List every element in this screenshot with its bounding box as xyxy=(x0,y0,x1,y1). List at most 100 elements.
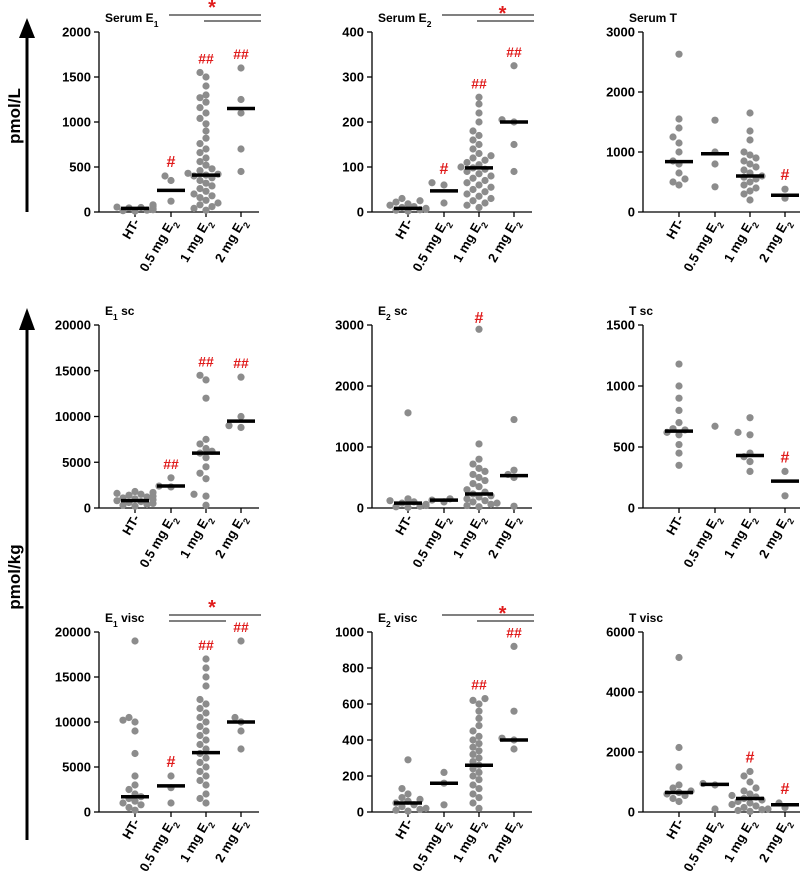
data-point xyxy=(740,772,748,780)
significance-marker: ## xyxy=(163,456,179,472)
data-point xyxy=(386,497,394,505)
data-point xyxy=(734,806,742,815)
y-tick-label: 100 xyxy=(342,160,364,175)
data-point xyxy=(386,201,394,209)
data-point xyxy=(475,714,483,723)
data-point xyxy=(131,772,139,780)
bracket-label: * xyxy=(208,597,216,619)
data-point xyxy=(469,799,477,807)
data-point xyxy=(125,785,133,794)
data-point xyxy=(469,781,477,789)
x-tick-label: 2 mg E2 xyxy=(212,216,252,267)
data-point xyxy=(404,790,412,798)
data-point xyxy=(463,179,471,187)
data-point xyxy=(463,190,471,198)
data-point xyxy=(237,373,245,381)
data-point xyxy=(481,497,489,505)
data-point xyxy=(669,794,677,803)
data-point xyxy=(196,167,204,175)
data-point xyxy=(510,167,518,176)
data-point xyxy=(675,394,683,402)
data-point xyxy=(740,166,748,174)
data-point xyxy=(475,464,483,472)
data-point xyxy=(764,805,772,813)
data-point xyxy=(237,745,245,753)
data-point xyxy=(781,492,789,500)
data-point xyxy=(487,172,495,180)
data-point xyxy=(196,758,204,767)
y-tick-label: 500 xyxy=(69,160,91,175)
bracket-label: * xyxy=(499,603,507,625)
data-point xyxy=(675,148,683,156)
data-point xyxy=(143,500,151,508)
x-tick-label-subscript: 2 xyxy=(785,821,796,830)
x-tick-label: 0.5 mg E2 xyxy=(680,216,726,276)
x-tick-label-subscript: 2 xyxy=(785,517,796,526)
data-point xyxy=(167,474,175,482)
x-tick-label: 0.5 mg E2 xyxy=(136,216,182,276)
x-tick-label: 1 mg E2 xyxy=(721,216,761,267)
data-point xyxy=(475,192,483,200)
data-point xyxy=(202,444,210,453)
x-tick-label: HT- xyxy=(119,512,142,538)
data-point xyxy=(475,804,483,813)
data-point xyxy=(475,440,483,448)
data-point xyxy=(231,713,239,722)
data-point xyxy=(196,176,204,185)
data-point xyxy=(752,184,760,192)
x-tick-label-subscript: 2 xyxy=(715,517,726,526)
data-point xyxy=(202,463,210,471)
data-point xyxy=(475,149,483,158)
data-point xyxy=(746,767,754,776)
significance-marker: ## xyxy=(506,624,522,640)
data-point xyxy=(681,175,689,183)
data-point xyxy=(481,176,489,185)
data-point xyxy=(510,62,518,70)
significance-marker: # xyxy=(475,310,484,327)
significance-marker: # xyxy=(781,449,790,466)
data-point xyxy=(475,455,483,463)
data-point xyxy=(167,799,175,807)
data-point xyxy=(237,95,245,104)
data-point xyxy=(119,716,127,724)
y-tick-label: 1000 xyxy=(62,115,91,130)
x-tick-label-subscript: 2 xyxy=(750,821,761,830)
data-point xyxy=(675,763,683,771)
data-point xyxy=(675,169,683,177)
y-tick-label: 15000 xyxy=(55,670,91,685)
data-point xyxy=(475,776,483,784)
panel-title-subscript: 1 xyxy=(154,19,159,29)
x-tick-label-subscript: 2 xyxy=(444,517,455,526)
data-point xyxy=(469,145,477,153)
x-tick-label-subscript: 2 xyxy=(750,517,761,526)
x-tick-label: HT- xyxy=(663,512,686,538)
data-point xyxy=(422,804,430,813)
data-point xyxy=(404,409,412,417)
data-point xyxy=(202,91,210,99)
data-point xyxy=(202,700,210,708)
data-point xyxy=(711,805,719,813)
data-point xyxy=(711,183,719,191)
data-point xyxy=(469,743,477,751)
panel-e2_sc: 0 1000 2000 3000 HT-0.5 mg E21 mg E22 mg E2 E… xyxy=(335,304,532,572)
data-point xyxy=(510,415,518,424)
x-tick-label: 2 mg E2 xyxy=(756,512,796,563)
y-tick-label: 0 xyxy=(84,205,91,220)
data-point xyxy=(469,498,477,506)
data-point xyxy=(475,140,483,149)
x-tick-label: HT- xyxy=(663,816,686,842)
significance-marker: # xyxy=(167,154,176,171)
y-tick-label: 10000 xyxy=(55,409,91,424)
panel-title: Serum E1 xyxy=(105,11,159,29)
data-point xyxy=(475,707,483,715)
data-point xyxy=(202,127,210,135)
data-point xyxy=(404,495,412,503)
panel-t_sc: 0 500 1000 1500 HT-0.5 mg E21 mg E22 mg E2 T … xyxy=(606,304,800,572)
data-point xyxy=(675,461,683,469)
data-point xyxy=(469,765,477,773)
data-point xyxy=(422,204,430,212)
data-point xyxy=(746,178,754,186)
data-point xyxy=(746,160,754,168)
